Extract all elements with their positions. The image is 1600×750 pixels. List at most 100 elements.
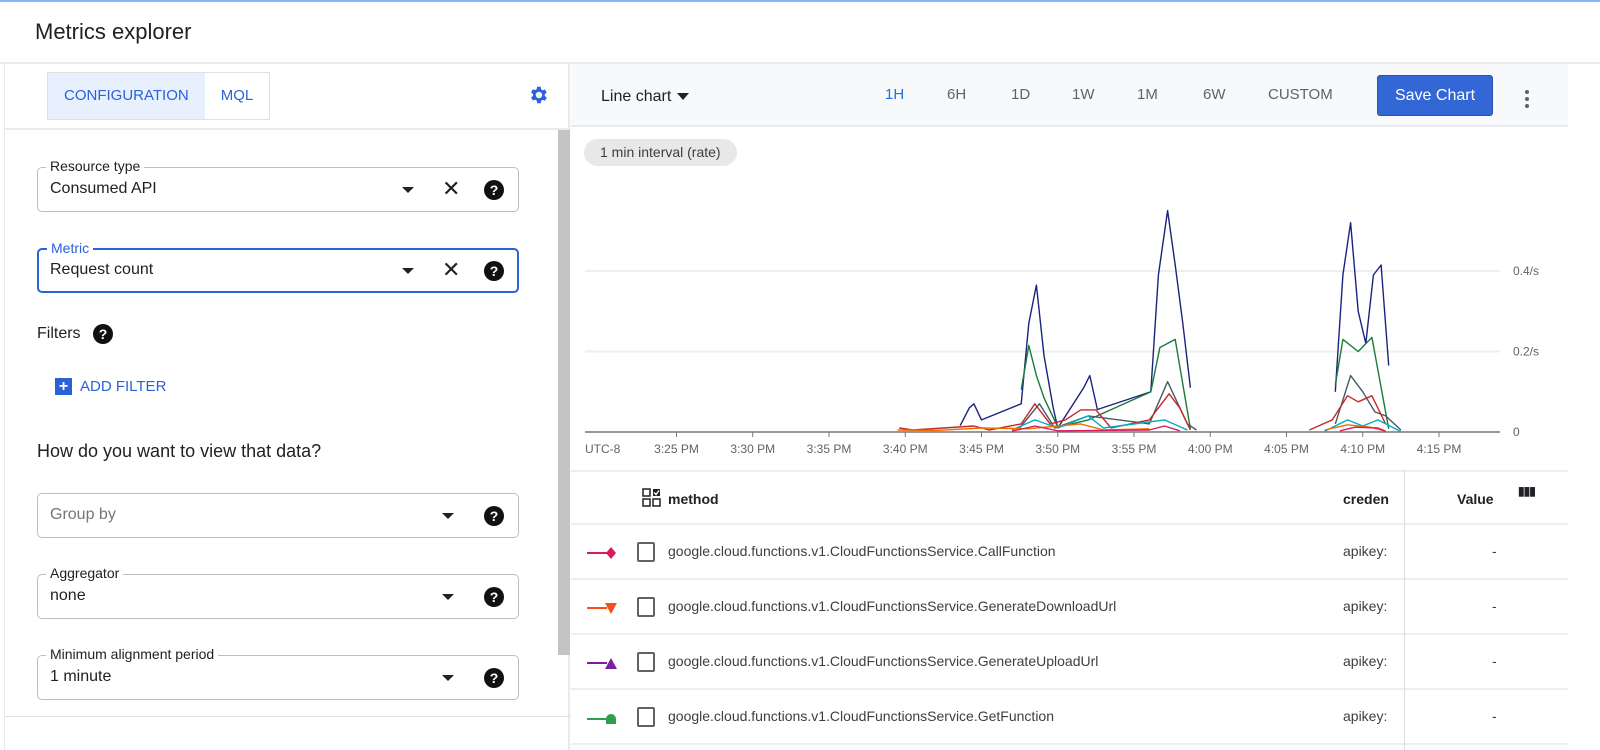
series-marker-bell-icon [587,714,616,724]
value-cell: - [1492,653,1497,669]
page-title: Metrics explorer [35,19,192,44]
help-icon[interactable]: ? [484,261,504,281]
help-icon[interactable]: ? [484,668,504,688]
chart-type-dropdown[interactable]: Line chart [601,88,690,106]
divider [5,128,571,130]
x-tick-label: 3:25 PM [654,442,699,456]
range-custom[interactable]: CUSTOM [1268,86,1333,103]
alignment-period-field[interactable]: Minimum alignment period 1 minute ? [37,646,519,700]
series-line [1020,338,1192,429]
group-by-field[interactable]: Group by ? [37,493,519,538]
column-credential[interactable]: creden [1343,491,1389,507]
table-row[interactable]: google.cloud.functions.v1.CloudFunctions… [571,635,1568,690]
method-cell: google.cloud.functions.v1.CloudFunctions… [668,543,1056,559]
title-bar: Metrics explorer [0,2,1600,64]
chart-panel: Line chart 1H 6H 1D 1W 1M 6W CUSTOM Save… [571,64,1568,750]
credential-cell: apikey: [1343,543,1388,559]
value-cell: - [1492,598,1497,614]
x-tick-label: 3:30 PM [730,442,775,456]
series-line [1339,426,1386,432]
add-filter-label: ADD FILTER [80,378,167,395]
timezone-label: UTC-8 [585,442,621,456]
close-icon[interactable]: ✕ [442,176,461,201]
table-header: method creden Value ▮▮▮ [571,470,1568,525]
x-tick-label: 3:50 PM [1035,442,1080,456]
x-tick-label: 4:15 PM [1417,442,1462,456]
metric-value: Request count [50,261,154,278]
series-line [1334,336,1390,429]
series-marker-triangle-down-icon [587,603,617,614]
x-tick-label: 4:05 PM [1264,442,1309,456]
caret-down-icon[interactable] [442,675,454,681]
column-method[interactable]: method [668,491,719,507]
help-icon[interactable]: ? [93,324,113,344]
resource-type-value: Consumed API [50,180,157,197]
range-1m[interactable]: 1M [1137,86,1158,103]
resource-type-field[interactable]: Resource type Consumed API ✕ ? [37,158,519,212]
y-tick-label: 0.2/s [1513,345,1539,359]
value-cell: - [1492,708,1497,724]
range-1w[interactable]: 1W [1072,86,1095,103]
row-checkbox[interactable] [637,652,655,672]
table-row[interactable]: google.cloud.functions.v1.CloudFunctions… [571,580,1568,635]
aggregator-label: Aggregator [46,565,124,581]
close-icon[interactable]: ✕ [442,257,461,282]
metric-label: Metric [47,240,94,256]
add-filter-button[interactable]: + ADD FILTER [55,378,166,395]
range-1h[interactable]: 1H [885,86,905,103]
row-checkbox[interactable] [637,597,655,617]
x-tick-label: 4:00 PM [1188,442,1233,456]
more-vert-icon[interactable] [1525,90,1529,111]
series-line [899,393,1192,431]
caret-down-icon[interactable] [442,513,454,519]
caret-down-icon[interactable] [402,187,414,193]
mode-tabs: CONFIGURATION MQL [47,72,271,120]
config-panel: CONFIGURATION MQL Resource type Consumed… [4,64,571,750]
chart-toolbar: Line chart 1H 6H 1D 1W 1M 6W CUSTOM Save… [571,64,1568,127]
table-row[interactable]: google.cloud.functions.v1.CloudFunctions… [571,525,1568,580]
view-heading: How do you want to view that data? [37,441,322,461]
help-icon[interactable]: ? [484,587,504,607]
column-divider[interactable] [1404,470,1405,750]
range-6h[interactable]: 6H [947,86,967,103]
column-value[interactable]: Value [1457,491,1494,507]
help-icon[interactable]: ? [484,506,504,526]
y-tick-label: 0 [1513,425,1520,439]
scrollbar[interactable] [558,130,570,655]
interval-chip[interactable]: 1 min interval (rate) [584,139,737,166]
column-picker-icon[interactable]: ▮▮▮ [1518,484,1536,498]
series-line [959,209,1192,429]
filters-label: Filters [37,325,81,342]
series-line [1011,415,1188,431]
series-line [1309,395,1387,431]
plus-box-icon: + [55,378,72,395]
x-tick-label: 3:40 PM [883,442,928,456]
select-all-icon[interactable] [642,488,662,508]
row-checkbox[interactable] [637,542,655,562]
metric-field[interactable]: Metric Request count ✕ ? [37,240,519,293]
range-1d[interactable]: 1D [1011,86,1031,103]
help-icon[interactable]: ? [484,180,504,200]
x-tick-label: 3:55 PM [1112,442,1157,456]
table-row[interactable]: google.cloud.functions.v1.CloudFunctions… [571,690,1568,745]
credential-cell: apikey: [1343,598,1388,614]
aggregator-field[interactable]: Aggregator none ? [37,565,519,619]
chart-type-label: Line chart [601,88,672,105]
tab-configuration[interactable]: CONFIGURATION [48,73,205,119]
caret-down-icon[interactable] [442,594,454,600]
aggregator-value: none [50,587,86,604]
resource-type-label: Resource type [46,158,145,174]
method-cell: google.cloud.functions.v1.CloudFunctions… [668,653,1099,669]
save-chart-button[interactable]: Save Chart [1377,75,1493,116]
tab-mql[interactable]: MQL [220,87,254,104]
x-tick-label: 4:10 PM [1340,442,1385,456]
series-marker-triangle-up-icon [587,658,617,669]
line-chart: 0 0.2/s 0.4/s UTC-8 3:25 PM 3:30 PM 3:35 PM 3:4… [585,209,1539,456]
credential-cell: apikey: [1343,653,1388,669]
range-6w[interactable]: 6W [1203,86,1226,103]
y-tick-label: 0.4/s [1513,264,1539,278]
gear-icon[interactable] [527,84,549,106]
row-checkbox[interactable] [637,707,655,727]
series-line [1011,425,1181,432]
caret-down-icon[interactable] [402,268,414,274]
